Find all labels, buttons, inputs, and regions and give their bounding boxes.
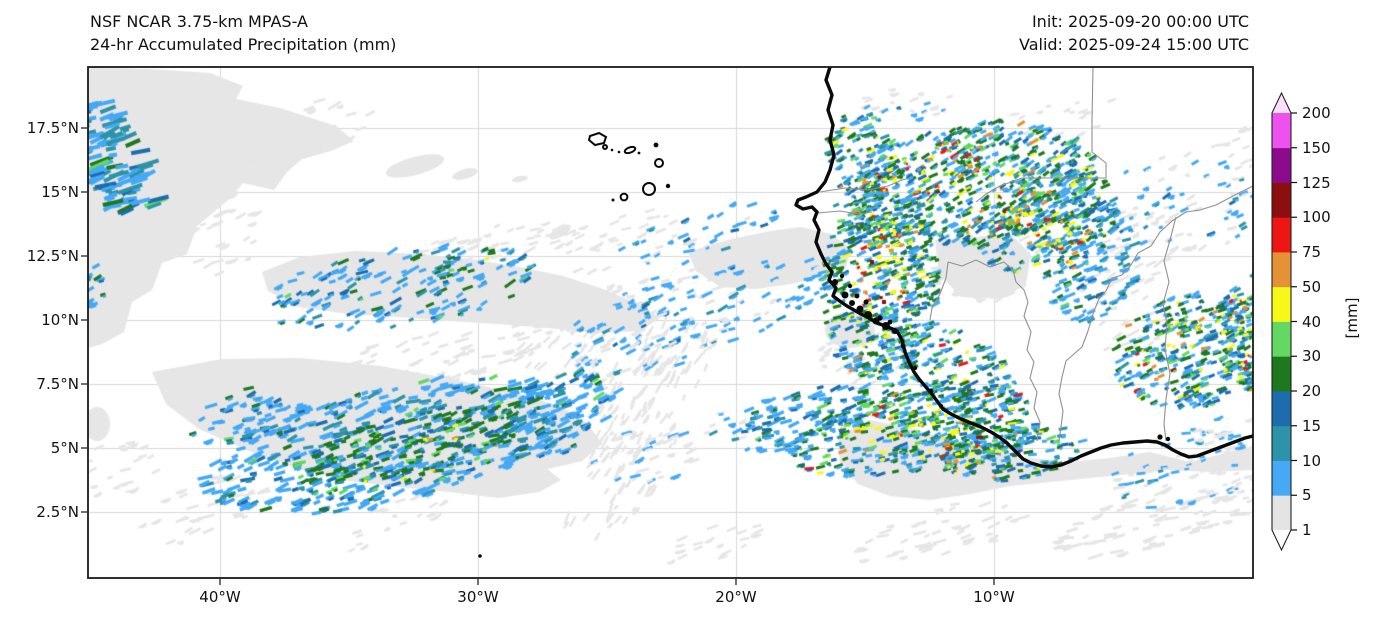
colorbar-tick-label: 40 [1302, 312, 1322, 331]
colorbar-tick-label: 200 [1302, 104, 1331, 122]
colorbar-under-arrow [1272, 530, 1291, 550]
colorbar-unit-label: [mm] [1343, 297, 1361, 339]
colorbar-segment [1272, 113, 1291, 149]
map-plot-area [88, 67, 1253, 578]
colorbar-segment [1272, 321, 1291, 357]
plot-title: NSF NCAR 3.75-km MPAS-A 24-hr Accumulate… [90, 10, 396, 56]
colorbar-segment [1272, 147, 1291, 183]
y-tick-label: 12.5°N [26, 247, 79, 265]
colorbar-segment [1272, 356, 1291, 392]
colorbar-tick-label: 15 [1302, 416, 1322, 435]
x-tick-label: 40°W [199, 588, 241, 606]
colorbar-outline [1271, 91, 1292, 552]
colorbar-tick-label: 10 [1302, 451, 1322, 470]
y-tick-label: 5°N [50, 439, 79, 457]
y-tick-label: 15°N [41, 183, 79, 201]
colorbar-segment [1272, 495, 1291, 531]
colorbar-segment [1272, 217, 1291, 253]
x-tick-label: 10°W [973, 588, 1015, 606]
title-line-model: NSF NCAR 3.75-km MPAS-A [90, 12, 308, 31]
colorbar-tick-label: 150 [1302, 138, 1331, 157]
x-tick-label: 30°W [457, 588, 499, 606]
run-times: Init: 2025-09-20 00:00 UTC Valid: 2025-0… [1019, 10, 1249, 56]
colorbar-over-arrow [1272, 93, 1291, 113]
x-tick-label: 20°W [715, 588, 757, 606]
title-line-variable: 24-hr Accumulated Precipitation (mm) [90, 35, 397, 54]
colorbar-tick-label: 125 [1302, 173, 1331, 192]
y-tick-label: 17.5°N [26, 119, 79, 137]
colorbar-tick-label: 75 [1302, 243, 1322, 261]
colorbar-tick-label: 20 [1302, 382, 1322, 400]
colorbar-segment [1272, 182, 1291, 218]
colorbar-segment [1272, 252, 1291, 288]
colorbar-tick-label: 50 [1302, 277, 1322, 296]
y-tick-label: 7.5°N [36, 375, 79, 393]
precip-field-canvas [88, 67, 1253, 578]
colorbar-tick-label: 1 [1302, 521, 1312, 539]
colorbar-tick-label: 100 [1302, 208, 1331, 227]
colorbar-segment [1272, 425, 1291, 461]
colorbar-tick-label: 5 [1302, 486, 1312, 505]
colorbar-segment [1272, 391, 1291, 427]
colorbar-tick-label: 30 [1302, 347, 1322, 366]
colorbar-segment [1272, 286, 1291, 322]
init-time-label: Init: 2025-09-20 00:00 UTC [1031, 12, 1249, 31]
colorbar-segment [1272, 460, 1291, 496]
y-tick-label: 10°N [41, 311, 79, 329]
y-tick-label: 2.5°N [36, 503, 79, 521]
valid-time-label: Valid: 2025-09-24 15:00 UTC [1018, 35, 1249, 54]
